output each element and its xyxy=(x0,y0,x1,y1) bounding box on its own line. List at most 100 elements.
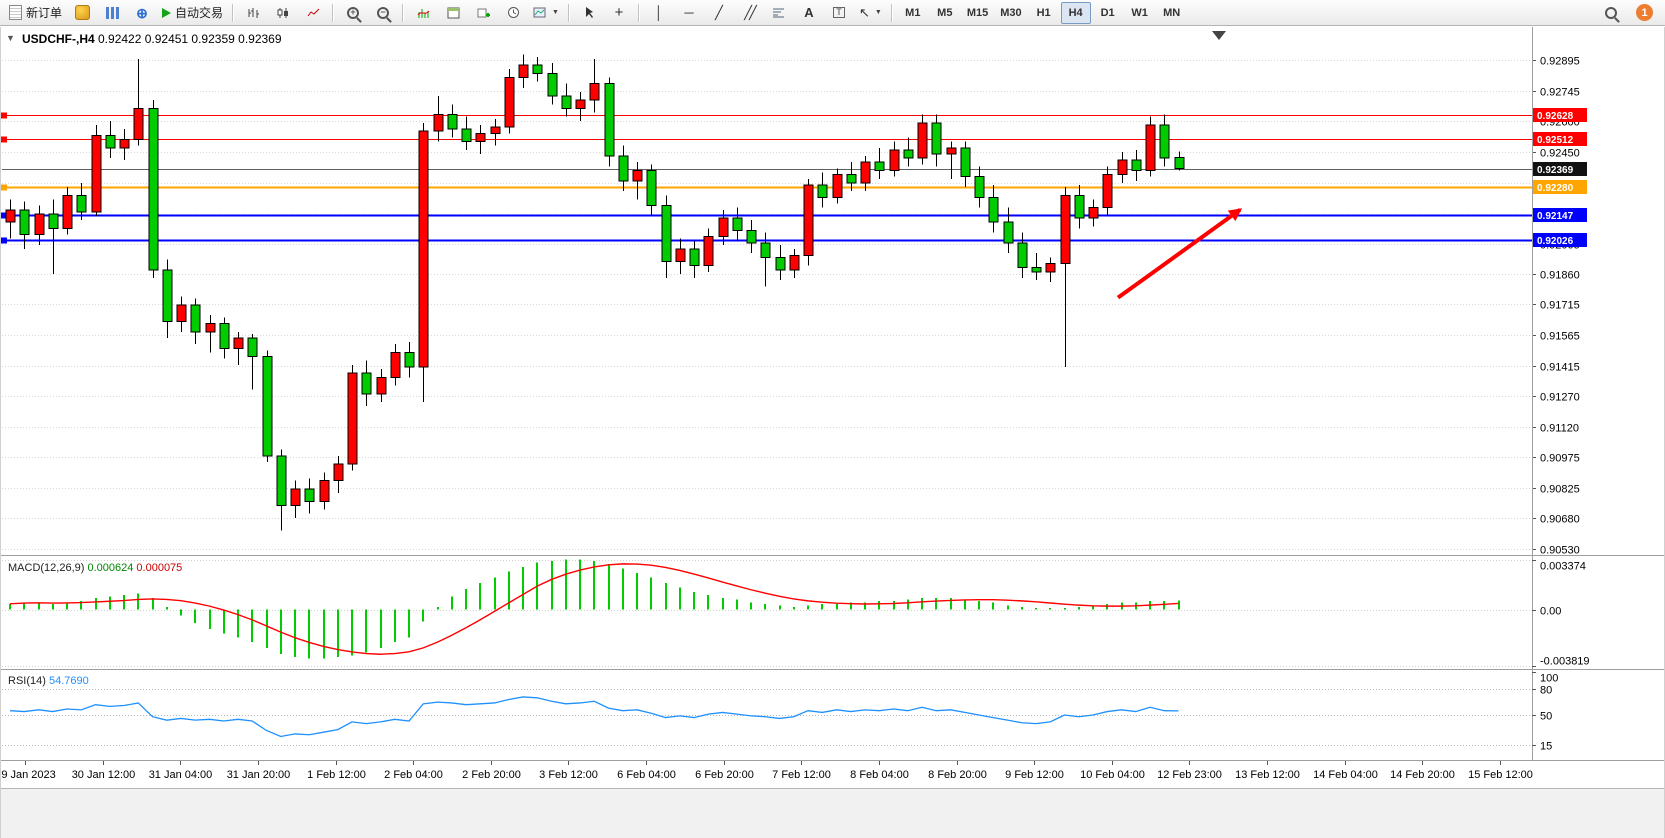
horizontal-line-icon: ─ xyxy=(684,5,694,20)
timeframe-button-h4[interactable]: H4 xyxy=(1060,1,1091,24)
svg-text:3 Feb 12:00: 3 Feb 12:00 xyxy=(539,769,598,781)
svg-text:0.91715: 0.91715 xyxy=(1540,300,1580,312)
svg-text:0.91565: 0.91565 xyxy=(1540,331,1580,343)
time-axis[interactable]: 29 Jan 2023 30 Jan 12:00 31 Jan 04:00 31 Ja… xyxy=(0,761,1533,781)
macd-histogram-bar xyxy=(294,609,296,657)
globe-icon: ⊕ xyxy=(136,4,148,21)
svg-text:29 Jan 2023: 29 Jan 2023 xyxy=(0,769,56,781)
vertical-line-tool-button[interactable]: │ xyxy=(645,2,673,24)
macd-histogram-bar xyxy=(864,602,866,610)
trend-arrow-annotation[interactable] xyxy=(1116,208,1243,300)
cursor-icon xyxy=(585,7,593,18)
svg-text:14 Feb 20:00: 14 Feb 20:00 xyxy=(1390,769,1455,781)
candlestick-chart-button[interactable] xyxy=(269,2,297,24)
new-order-label: 新订单 xyxy=(26,6,63,20)
timeframe-button-d1[interactable]: D1 xyxy=(1100,6,1115,19)
svg-text:30 Jan 12:00: 30 Jan 12:00 xyxy=(72,769,136,781)
macd-label: MACD(12,26,9) 0.000624 0.000075 xyxy=(8,562,182,574)
macd-histogram-bar xyxy=(1092,605,1094,610)
zoom-out-button[interactable]: − xyxy=(369,2,397,24)
one-click-trading-button[interactable]: ▼ xyxy=(6,33,15,43)
price-tag: 0.92280 xyxy=(1537,183,1574,194)
text-tool-button[interactable]: A xyxy=(795,2,823,24)
svg-text:100: 100 xyxy=(1540,673,1558,685)
chart-shift-marker[interactable] xyxy=(1212,31,1226,40)
timeframe-button-m15[interactable]: M15 xyxy=(966,6,989,19)
bar-chart-button[interactable] xyxy=(239,2,267,24)
svg-text:0.92895: 0.92895 xyxy=(1540,56,1580,68)
templates-button[interactable]: ▼ xyxy=(529,2,563,24)
arrows-tool-button[interactable]: ↖ ▼ xyxy=(855,2,886,24)
clock-icon xyxy=(507,7,519,18)
tile-windows-button[interactable] xyxy=(439,2,467,24)
label-tool-button[interactable]: T xyxy=(825,2,853,24)
text-tool-icon: A xyxy=(804,5,814,20)
macd-histogram-bar xyxy=(950,597,952,610)
price-tags: 0.92628 0.92512 0.92280 0.92147 0.92026 0.923… xyxy=(1533,108,1587,247)
macd-histogram-bar xyxy=(1078,606,1080,610)
timeframe-button-m1[interactable]: M1 xyxy=(905,6,921,19)
fibonacci-tool-button[interactable] xyxy=(765,2,793,24)
macd-histogram-bar xyxy=(9,603,11,610)
vertical-line-icon: │ xyxy=(654,5,664,20)
new-window-button[interactable] xyxy=(469,2,497,24)
community-button[interactable]: ⊕ xyxy=(128,2,156,24)
new-order-button[interactable]: 新订单 xyxy=(5,2,66,24)
macd-histogram-bar xyxy=(152,597,154,610)
macd-histogram-bar xyxy=(1064,608,1066,610)
macd-panel: 0.003374 0.00 -0.003819 MACD(12,26,9) 0.000… xyxy=(2,559,1590,668)
market-button[interactable] xyxy=(68,2,96,24)
macd-histogram-bar xyxy=(750,602,752,610)
macd-histogram-bar xyxy=(579,559,581,610)
search-button[interactable] xyxy=(1597,2,1625,24)
macd-histogram-bar xyxy=(608,564,610,610)
charts-button[interactable] xyxy=(98,2,126,24)
macd-histogram-bar xyxy=(109,596,111,610)
macd-histogram-bar xyxy=(693,592,695,610)
dropdown-caret-icon: ▼ xyxy=(874,9,882,16)
macd-histogram-bar xyxy=(878,600,880,610)
macd-histogram-bar xyxy=(237,609,239,638)
svg-text:2 Feb 20:00: 2 Feb 20:00 xyxy=(462,769,521,781)
autotrading-button[interactable]: 自动交易 xyxy=(158,2,227,24)
zoom-in-button[interactable]: + xyxy=(339,2,367,24)
timeframe-button-w1[interactable]: W1 xyxy=(1131,6,1148,19)
macd-histogram-bar xyxy=(1178,600,1180,610)
macd-histogram-bar xyxy=(80,600,82,610)
macd-histogram-bar xyxy=(494,577,496,610)
macd-histogram-bar xyxy=(166,606,168,610)
svg-text:80: 80 xyxy=(1540,685,1552,697)
timeframe-button-mn[interactable]: MN xyxy=(1163,6,1181,19)
timeframe-button-m5[interactable]: M5 xyxy=(937,6,953,19)
notification-badge[interactable]: 1 xyxy=(1636,4,1653,21)
fibonacci-icon xyxy=(773,8,785,17)
macd-histogram-bar xyxy=(337,609,339,657)
macd-histogram-bar xyxy=(394,609,396,643)
macd-histogram-bar xyxy=(95,597,97,610)
svg-text:10 Feb 04:00: 10 Feb 04:00 xyxy=(1080,769,1145,781)
macd-histogram-bar xyxy=(479,583,481,610)
label-tool-icon: T xyxy=(833,7,845,18)
trendline-tool-button[interactable]: ╱ xyxy=(705,2,733,24)
cursor-tool-button[interactable] xyxy=(575,2,603,24)
line-chart-button[interactable] xyxy=(299,2,327,24)
channel-tool-button[interactable]: ╱╱ xyxy=(735,2,763,24)
new-order-icon xyxy=(9,5,22,20)
timeframe-button-h1[interactable]: H1 xyxy=(1036,6,1051,19)
macd-histogram-bar xyxy=(308,609,310,659)
rsi-line xyxy=(9,696,1179,738)
timeframe-group: M1 M5 M15 M30 H1 H4 D1 W1 MN xyxy=(897,1,1188,24)
periods-button[interactable] xyxy=(499,2,527,24)
search-icon xyxy=(1605,6,1617,19)
macd-histogram-bar xyxy=(180,609,182,616)
timeframe-button-m30[interactable]: M30 xyxy=(1000,6,1022,19)
macd-histogram-bar xyxy=(992,602,994,610)
indicators-button[interactable] xyxy=(409,2,437,24)
svg-text:8 Feb 20:00: 8 Feb 20:00 xyxy=(928,769,987,781)
horizontal-line-tool-button[interactable]: ─ xyxy=(675,2,703,24)
autotrading-play-icon xyxy=(162,7,172,18)
crosshair-tool-button[interactable]: + xyxy=(605,2,633,24)
macd-histogram-bar xyxy=(650,577,652,610)
